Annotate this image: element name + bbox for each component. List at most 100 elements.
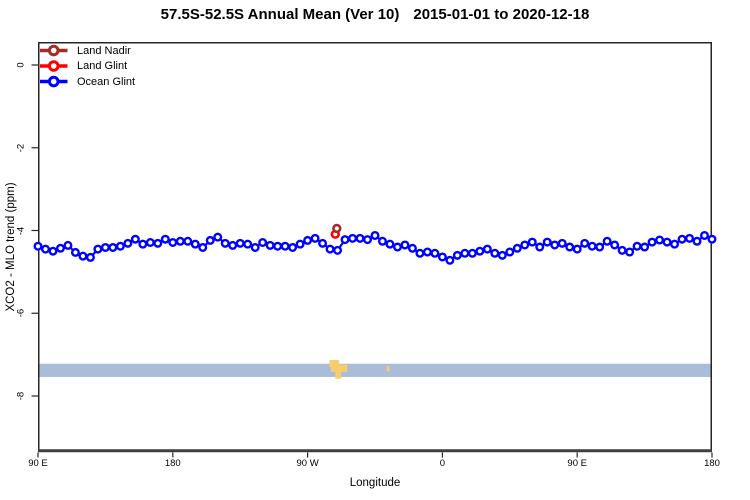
ocean-glint-point <box>70 247 80 257</box>
ocean-glint-point <box>108 242 118 252</box>
ocean-glint-point <box>422 247 432 257</box>
x-tick-label: 90 E <box>28 458 48 469</box>
ocean-glint-point <box>385 239 395 249</box>
legend-marker-icon <box>47 75 60 88</box>
ocean-glint-point <box>445 255 455 265</box>
ocean-glint-point <box>243 239 253 249</box>
y-tick-label: -4 <box>15 226 27 235</box>
ocean-glint-point <box>220 238 230 248</box>
ocean-glint-point <box>100 242 110 252</box>
ocean-glint-point <box>190 239 200 249</box>
legend-marker-icon <box>47 60 60 72</box>
legend-marker-icon <box>47 44 60 57</box>
ocean-glint-point <box>115 241 125 251</box>
ocean-glint-point <box>55 243 65 253</box>
x-tick-label: 180 <box>704 458 720 469</box>
ocean-glint-point <box>40 244 50 254</box>
ocean-glint-point <box>437 252 447 262</box>
ocean-glint-point <box>677 234 687 244</box>
ocean-glint-point <box>655 235 665 245</box>
ocean-glint-point <box>160 234 170 244</box>
ocean-glint-point <box>288 242 298 252</box>
x-axis-title: Longitude <box>349 477 401 489</box>
y-tick-label: -6 <box>15 309 27 318</box>
ocean-glint-point <box>392 242 402 252</box>
land-nadir-point <box>332 223 342 234</box>
ocean-glint-point <box>63 240 73 250</box>
map-land-patch <box>330 364 348 373</box>
ocean-glint-point <box>400 240 410 250</box>
ocean-glint-point <box>198 242 208 252</box>
ocean-glint-point <box>460 248 470 258</box>
ocean-glint-point <box>205 235 215 245</box>
ocean-glint-point <box>692 236 702 246</box>
ocean-glint-point <box>78 251 88 261</box>
y-tick-label: 0 <box>15 62 27 68</box>
ocean-glint-point <box>123 238 133 248</box>
ocean-glint-point <box>265 240 275 250</box>
ocean-glint-point <box>572 244 582 254</box>
ocean-glint-point <box>273 241 283 251</box>
ocean-glint-point <box>280 241 290 251</box>
legend-label-land-glint: Land Glint <box>77 60 128 72</box>
ocean-glint-point <box>610 240 620 250</box>
ocean-glint-point <box>670 239 680 249</box>
ocean-glint-point <box>175 236 185 246</box>
ocean-glint-point <box>587 241 597 251</box>
map-land-patch <box>335 370 342 379</box>
ocean-glint-point <box>662 237 672 247</box>
x-tick-label: 0 <box>439 458 446 469</box>
ocean-glint-point <box>48 246 58 256</box>
map-land-patch <box>386 366 390 372</box>
y-tick-label: -2 <box>15 143 27 152</box>
ocean-glint-point <box>430 248 440 258</box>
chart-title-daterange: 2015-01-01 to 2020-12-18 <box>413 6 590 23</box>
ocean-glint-point <box>130 234 140 244</box>
ocean-glint-point <box>303 235 313 245</box>
ocean-glint-point <box>325 244 335 254</box>
map-land-patch <box>329 360 340 368</box>
ocean-glint-point <box>228 240 238 250</box>
map-ocean-band <box>38 363 712 377</box>
ocean-glint-point <box>467 248 477 258</box>
ocean-glint-point <box>542 237 552 247</box>
ocean-glint-point <box>475 246 485 256</box>
chart-title-main: 57.5S-52.5S Annual Mean (Ver 10) <box>160 6 400 23</box>
ocean-glint-point <box>707 234 717 244</box>
ocean-glint-point <box>535 242 545 252</box>
ocean-glint-point <box>295 239 305 249</box>
ocean-glint-point <box>527 237 537 247</box>
y-tick-label: -8 <box>15 391 27 401</box>
ocean-glint-point <box>415 248 425 258</box>
ocean-glint-point <box>505 247 515 257</box>
ocean-glint-point <box>647 237 657 247</box>
ocean-glint-point <box>93 244 103 254</box>
ocean-glint-point <box>340 235 350 245</box>
ocean-glint-point <box>602 236 612 246</box>
ocean-glint-point <box>520 240 530 250</box>
ocean-glint-point <box>550 240 560 250</box>
legend-label-land-nadir: Land Nadir <box>77 44 131 57</box>
ocean-glint-point <box>512 243 522 253</box>
ocean-glint-point <box>33 241 43 251</box>
ocean-glint-point <box>700 230 710 240</box>
ocean-glint-point <box>452 250 462 260</box>
legend-label-ocean-glint: Ocean Glint <box>77 75 136 88</box>
ocean-glint-point <box>183 236 193 246</box>
ocean-glint-point <box>565 242 575 252</box>
chart-title: 57.5S-52.5S Annual Mean (Ver 10) 2015-01-… <box>0 6 750 23</box>
ocean-glint-point <box>625 247 635 257</box>
ocean-glint-point <box>250 242 260 252</box>
ocean-glint-point <box>685 233 695 243</box>
ocean-glint-point <box>85 252 95 262</box>
ocean-glint-point <box>145 237 155 247</box>
y-axis-title: XCO2 - MLO trend (ppm) <box>5 182 17 312</box>
ocean-glint-point <box>370 230 380 240</box>
ocean-glint-point <box>640 242 650 252</box>
ocean-glint-point <box>482 244 492 254</box>
ocean-glint-point <box>138 239 148 249</box>
ocean-glint-point <box>363 235 373 245</box>
x-tick-label: 90 W <box>296 458 319 469</box>
ocean-glint-point <box>235 238 245 248</box>
